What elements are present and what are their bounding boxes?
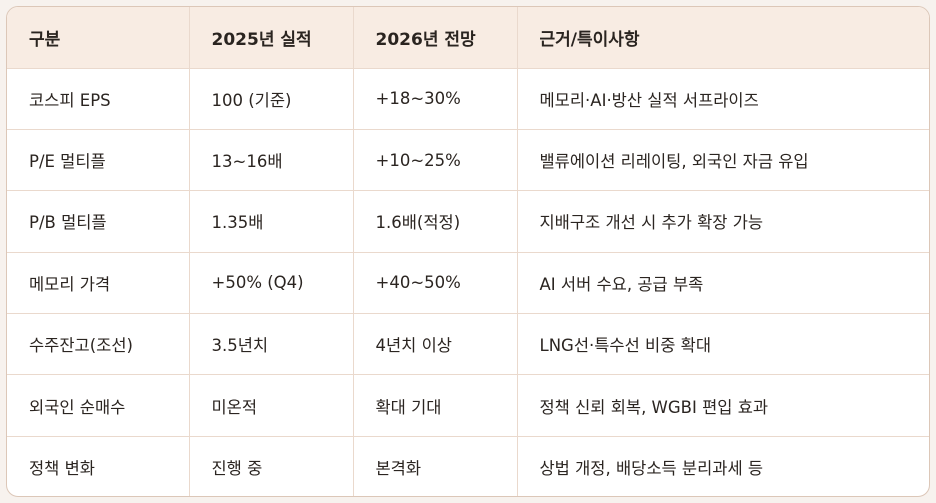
- forecast-table: 구분 2025년 실적 2026년 전망 근거/특이사항 코스피 EPS 100…: [7, 7, 929, 496]
- cell-2025: 3.5년치: [189, 313, 354, 376]
- header-2025-actual: 2025년 실적: [189, 7, 354, 69]
- header-2026-forecast: 2026년 전망: [353, 7, 518, 69]
- cell-2025: 진행 중: [189, 436, 354, 496]
- cell-category: 수주잔고(조선): [7, 313, 190, 376]
- cell-2025: +50% (Q4): [189, 252, 354, 315]
- table-card: 구분 2025년 실적 2026년 전망 근거/특이사항 코스피 EPS 100…: [6, 6, 930, 497]
- cell-2026: 1.6배(적정): [353, 190, 518, 253]
- cell-category: 메모리 가격: [7, 252, 190, 315]
- cell-rationale: 정책 신뢰 회복, WGBI 편입 효과: [517, 374, 929, 437]
- cell-category: 코스피 EPS: [7, 68, 190, 130]
- table-row: P/E 멀티플 13~16배 +10~25% 밸류에이션 리레이팅, 외국인 자…: [7, 129, 929, 192]
- cell-rationale: LNG선·특수선 비중 확대: [517, 313, 929, 376]
- cell-category: P/B 멀티플: [7, 190, 190, 253]
- cell-rationale: 밸류에이션 리레이팅, 외국인 자금 유입: [517, 129, 929, 192]
- cell-2026: 4년치 이상: [353, 313, 518, 376]
- table-row: 코스피 EPS 100 (기준) +18~30% 메모리·AI·방산 실적 서프…: [7, 68, 929, 130]
- table-row: 외국인 순매수 미온적 확대 기대 정책 신뢰 회복, WGBI 편입 효과: [7, 374, 929, 437]
- cell-rationale: 상법 개정, 배당소득 분리과세 등: [539, 459, 764, 479]
- cell-2025: 1.35배: [189, 190, 354, 253]
- table-row: 정책 변화 진행 중 본격화 상법 개정, 배당소득 분리과세 등: [7, 436, 929, 496]
- table-row: 수주잔고(조선) 3.5년치 4년치 이상 LNG선·특수선 비중 확대: [7, 313, 929, 376]
- header-rationale: 근거/특이사항: [517, 7, 929, 69]
- cell-2025: 100 (기준): [189, 68, 354, 130]
- cell-rationale: 지배구조 개선 시 추가 확장 가능: [517, 190, 929, 253]
- table-row: P/B 멀티플 1.35배 1.6배(적정) 지배구조 개선 시 추가 확장 가…: [7, 190, 929, 253]
- cell-rationale: 메모리·AI·방산 실적 서프라이즈: [517, 68, 929, 130]
- header-category: 구분: [7, 7, 190, 69]
- cell-2026: +10~25%: [353, 129, 518, 192]
- cell-2025: 미온적: [189, 374, 354, 437]
- cell-category: 정책 변화: [7, 436, 190, 496]
- cell-category: 외국인 순매수: [7, 374, 190, 437]
- cell-2026: +40~50%: [353, 252, 518, 315]
- header-row: 구분 2025년 실적 2026년 전망 근거/특이사항: [7, 7, 929, 69]
- cell-rationale: AI 서버 수요, 공급 부족: [517, 252, 929, 315]
- cell-2026: 본격화: [353, 436, 518, 496]
- cell-2026: 확대 기대: [353, 374, 518, 437]
- cell-2026: +18~30%: [353, 68, 518, 130]
- cell-category: P/E 멀티플: [7, 129, 190, 192]
- table-row: 메모리 가격 +50% (Q4) +40~50% AI 서버 수요, 공급 부족: [7, 252, 929, 315]
- cell-2025: 13~16배: [189, 129, 354, 192]
